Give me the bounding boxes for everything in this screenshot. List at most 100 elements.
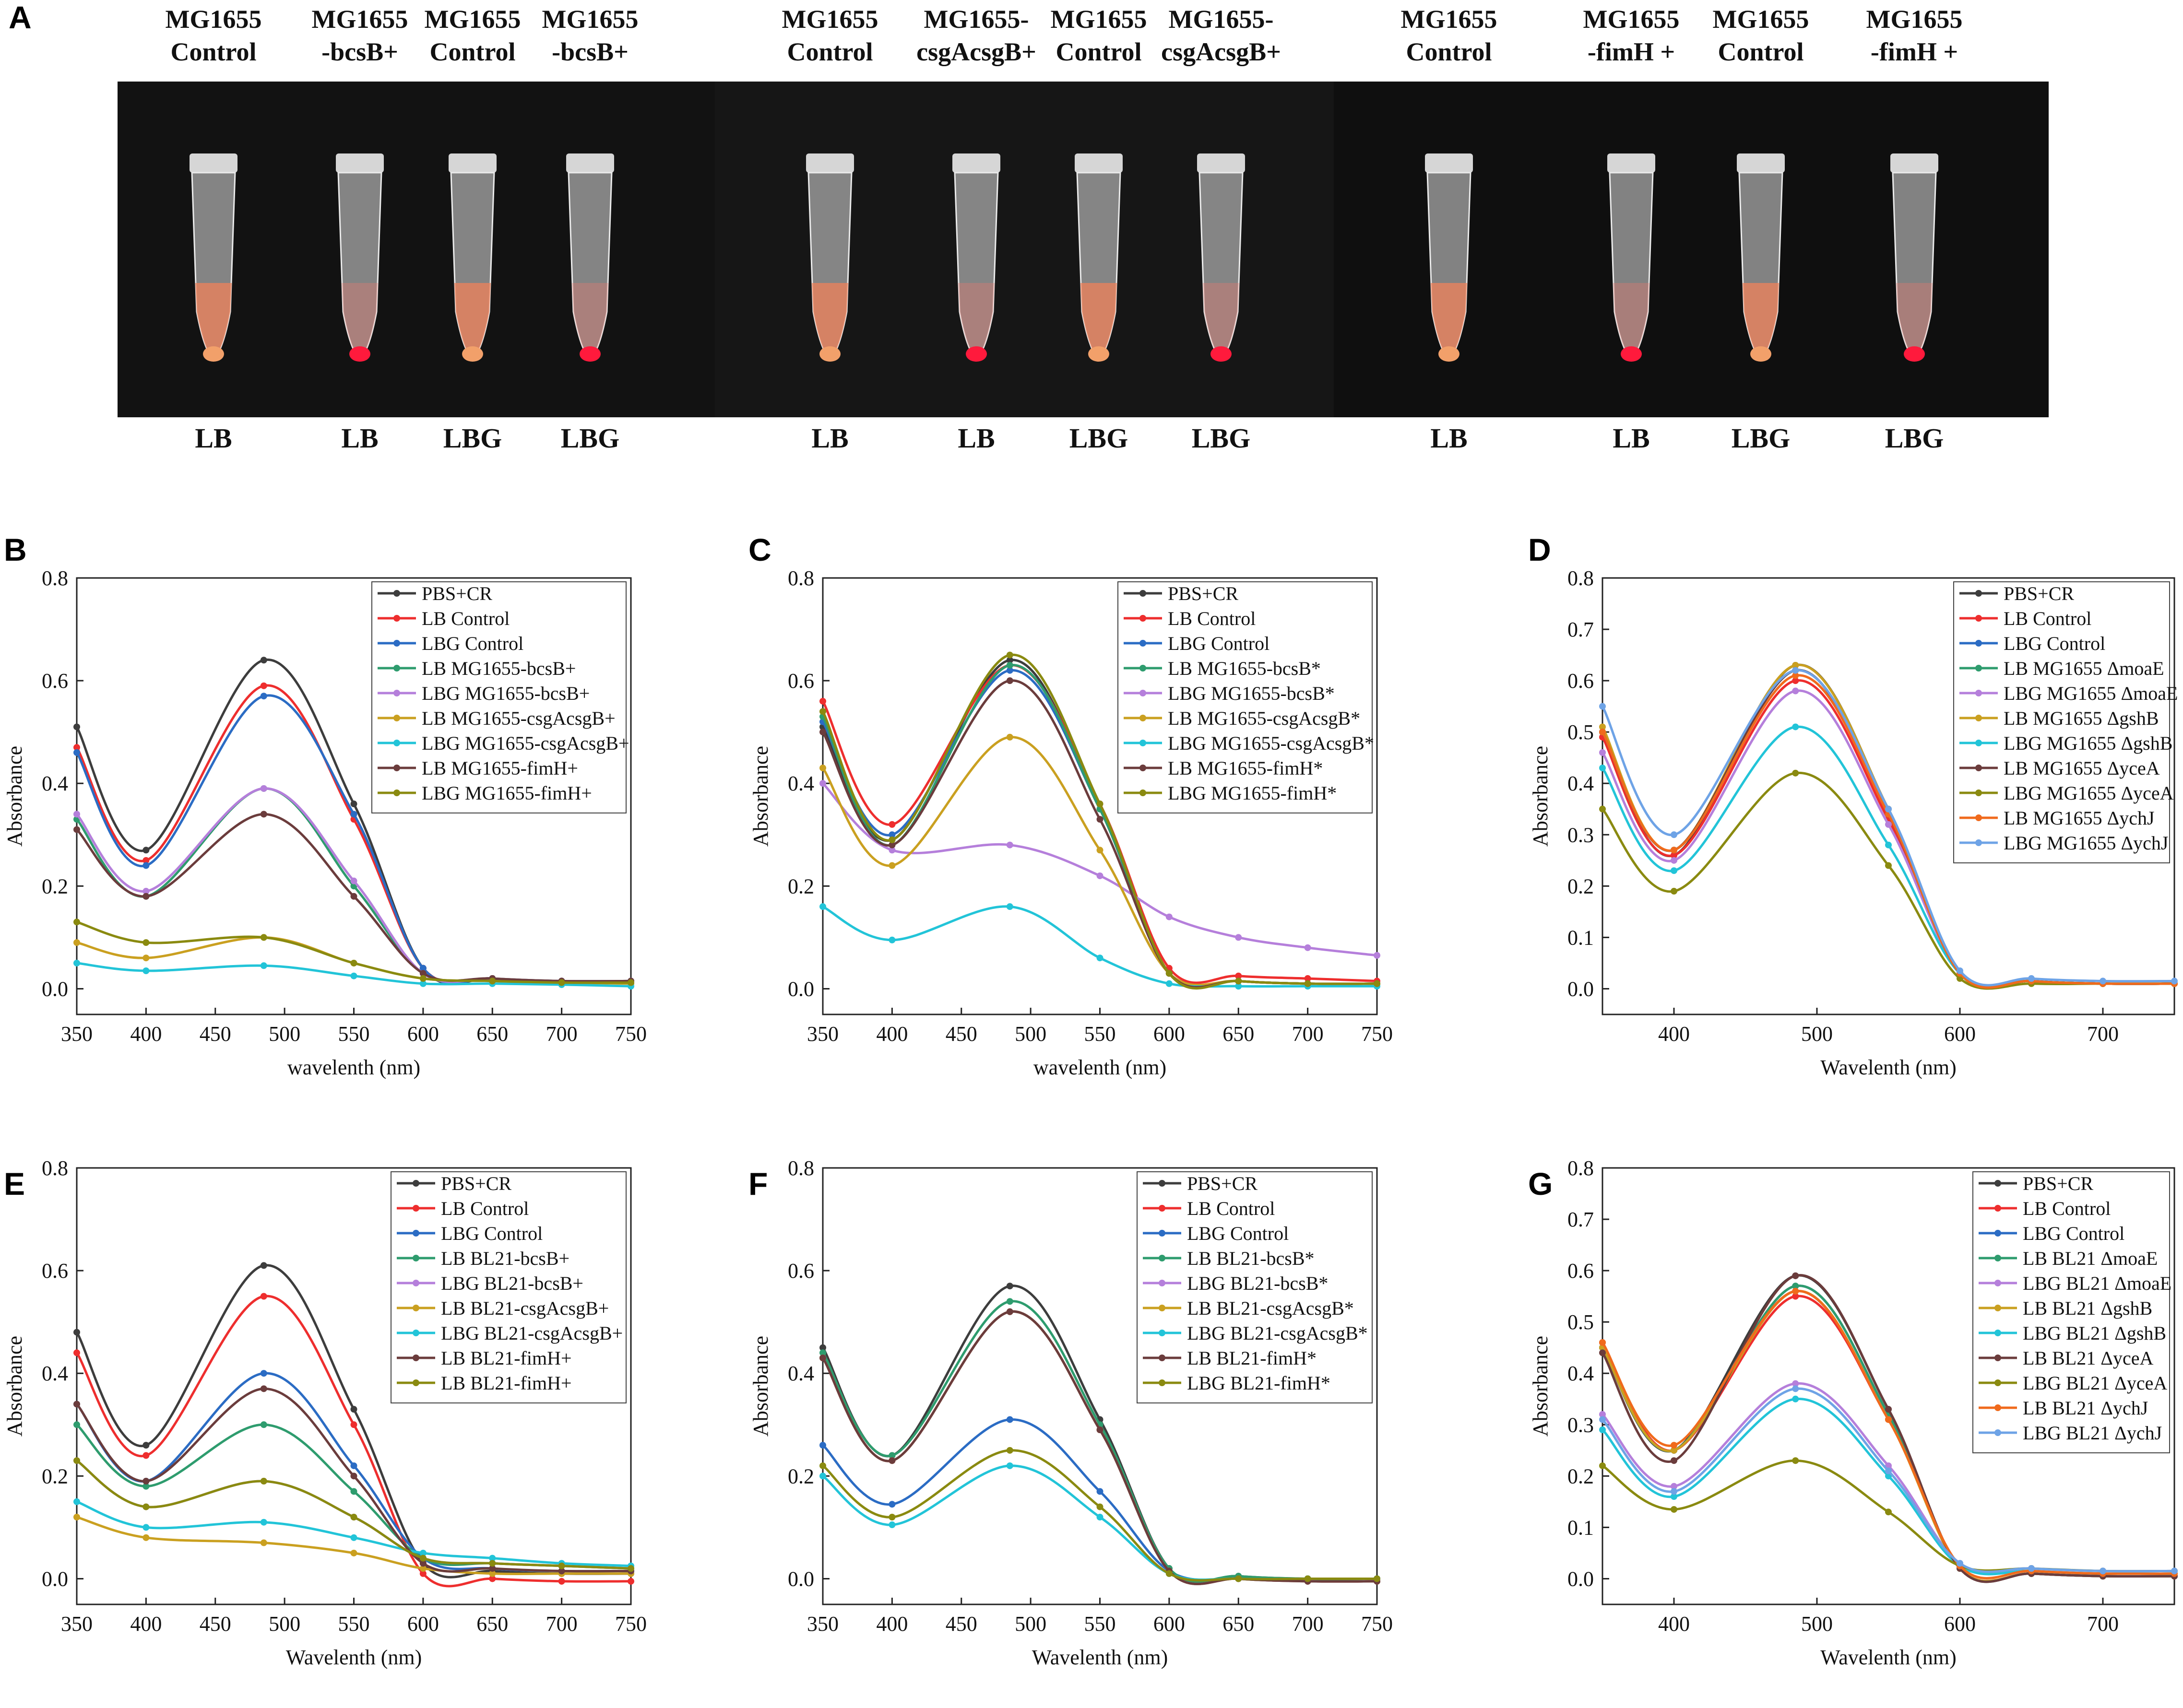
y-tick-label: 0.5: [1567, 720, 1594, 744]
data-point: [889, 847, 896, 854]
tube-liquid: [1896, 283, 1933, 360]
data-point: [1006, 662, 1013, 669]
legend-marker: [413, 1205, 419, 1212]
plot-frame: [1602, 577, 2175, 1015]
y-tick-label: 0.4: [788, 772, 814, 795]
legend-box: [391, 1171, 627, 1403]
data-point: [142, 967, 150, 974]
strain-label: MG1655 Control: [1400, 5, 1497, 66]
x-tick-label: 650: [476, 1022, 508, 1046]
legend-marker: [1139, 740, 1146, 746]
y-tick-label: 0.8: [788, 1156, 814, 1180]
legend-label: PBS+CR: [2004, 583, 2074, 604]
legend-label: LB BL21 ΔychJ: [2023, 1397, 2148, 1419]
data-point: [1792, 662, 1799, 669]
legend-marker: [1139, 590, 1146, 597]
data-point: [1599, 765, 1606, 772]
x-tick-label: 450: [946, 1612, 977, 1636]
x-tick-label: 500: [269, 1612, 300, 1636]
tube-pellet: [1621, 346, 1642, 362]
legend-marker: [1159, 1230, 1165, 1237]
legend-label: LB Control: [1168, 608, 1256, 629]
x-tick-label: 700: [2087, 1022, 2119, 1046]
data-point: [1006, 677, 1013, 684]
tube: [1607, 153, 1655, 362]
data-point: [889, 862, 896, 869]
data-point: [73, 749, 80, 756]
legend-label: LBG BL21-bcsB+: [441, 1272, 583, 1294]
y-tick-label: 0.8: [42, 1156, 68, 1180]
data-point: [889, 1514, 896, 1520]
data-point: [1599, 703, 1606, 710]
data-point: [1096, 801, 1103, 808]
data-point: [142, 939, 150, 946]
data-point: [73, 826, 80, 833]
y-tick-label: 0.6: [1567, 669, 1594, 693]
tube-cap: [1197, 153, 1245, 173]
data-point: [1671, 857, 1677, 864]
tube-pellet: [462, 346, 483, 362]
series-line: [822, 1464, 1377, 1581]
y-tick-label: 0.8: [1567, 1156, 1594, 1180]
legend-label: LBG MG1655-csgAcsgB*: [1168, 732, 1374, 754]
legend-marker: [1159, 1305, 1165, 1311]
x-tick-label: 600: [407, 1612, 439, 1636]
legend-marker: [1975, 590, 1982, 597]
data-point: [1599, 1349, 1606, 1356]
data-point: [819, 708, 826, 715]
data-point: [260, 657, 267, 664]
legend-label: LBG Control: [2004, 633, 2105, 654]
chart-g: 0.0 0.1 0.2 0.3 0.4 0.5 0.6 0.7 0.8 400 500 600 700 W…: [1529, 1156, 2178, 1669]
data-point: [1671, 852, 1677, 859]
y-tick-label: 0.2: [1567, 1464, 1594, 1488]
y-tick-label: 0.2: [1567, 874, 1594, 898]
data-point: [260, 1519, 267, 1526]
data-point: [419, 1565, 427, 1572]
x-tick-label: 750: [1361, 1022, 1393, 1046]
y-tick-label: 0.1: [1567, 1516, 1594, 1539]
data-point: [1006, 1308, 1013, 1315]
x-tick-label: 350: [807, 1022, 839, 1046]
data-point: [1599, 749, 1606, 756]
x-tick-label: 700: [546, 1612, 578, 1636]
data-point: [73, 1457, 80, 1464]
tube-liquid: [195, 283, 232, 360]
data-point: [350, 801, 357, 808]
data-point: [889, 836, 896, 843]
data-point: [1235, 972, 1242, 979]
chart-b: 0.0 0.2 0.4 0.6 0.8 350 400 450 500 550 600 650 700 7…: [3, 566, 647, 1079]
x-tick-label: 400: [1658, 1022, 1690, 1046]
data-point: [1096, 954, 1103, 962]
data-point: [558, 979, 565, 986]
legend-label: LB Control: [2004, 608, 2091, 629]
data-point: [2100, 1567, 2106, 1575]
data-point: [260, 1293, 267, 1300]
legend-marker: [413, 1305, 419, 1311]
x-axis-label: wavelenth (nm): [1033, 1056, 1166, 1079]
data-point: [419, 1549, 427, 1556]
data-point: [419, 1570, 427, 1577]
legend-label: LB Control: [2023, 1198, 2111, 1219]
data-point: [558, 1578, 565, 1585]
data-point: [350, 1406, 357, 1413]
legend-marker: [1139, 789, 1146, 796]
legend-label: LBG Control: [2023, 1223, 2124, 1244]
data-point: [1096, 1426, 1103, 1433]
data-point: [1671, 1506, 1677, 1513]
data-point: [1096, 1503, 1103, 1510]
legend-marker: [393, 640, 400, 647]
data-point: [419, 1555, 427, 1562]
y-tick-label: 0.3: [1567, 1413, 1594, 1437]
legend-marker: [413, 1255, 419, 1261]
legend-label: LBG MG1655 ΔychJ: [2004, 832, 2169, 854]
data-point: [73, 1498, 80, 1505]
y-tick-label: 0.8: [42, 566, 68, 590]
data-point: [1792, 1385, 1799, 1392]
x-tick-label: 600: [1153, 1022, 1185, 1046]
legend-label: LB BL21-fimH+: [441, 1347, 572, 1369]
tube: [449, 153, 497, 362]
y-tick-label: 0.4: [1567, 772, 1594, 795]
data-point: [142, 1442, 150, 1449]
legend-marker: [1994, 1205, 2001, 1212]
x-axis-label: Wavelenth (nm): [1032, 1646, 1168, 1669]
